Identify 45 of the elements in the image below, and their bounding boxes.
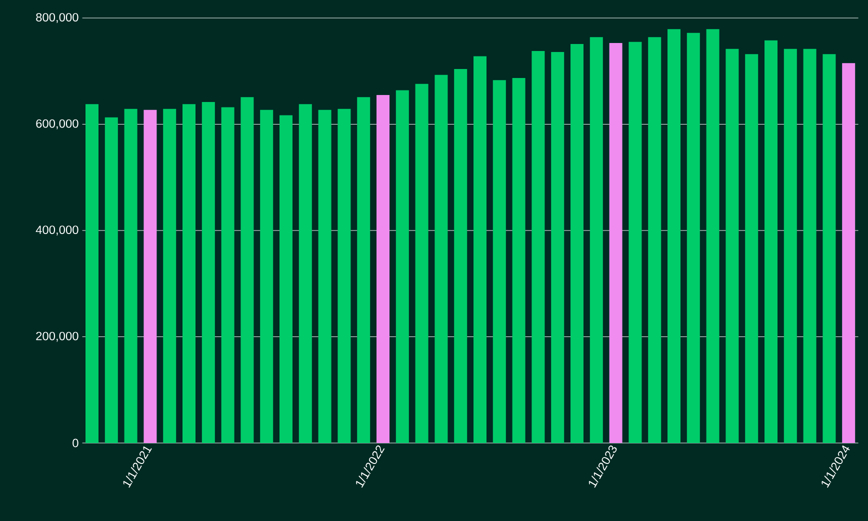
bar xyxy=(745,54,758,443)
bar xyxy=(570,44,584,443)
bar xyxy=(280,115,292,443)
bar xyxy=(706,29,720,443)
bar xyxy=(318,110,332,443)
bar xyxy=(163,108,176,443)
bar xyxy=(202,102,215,443)
bar xyxy=(240,97,254,443)
bar xyxy=(628,42,642,443)
bar xyxy=(784,48,797,443)
bar xyxy=(338,108,351,443)
bar xyxy=(668,29,681,443)
bar xyxy=(298,104,312,443)
bar xyxy=(648,37,662,443)
bar xyxy=(144,110,157,443)
bar xyxy=(512,78,526,443)
bar xyxy=(104,117,118,443)
bar xyxy=(182,104,196,443)
bar xyxy=(609,42,622,443)
y-tick-label: 800,000 xyxy=(36,13,78,23)
bar xyxy=(474,56,487,443)
bar xyxy=(415,84,428,443)
bar xyxy=(221,107,234,443)
y-tick-label: 200,000 xyxy=(36,332,78,342)
bar xyxy=(86,104,98,443)
bar xyxy=(686,32,700,443)
bar xyxy=(842,63,856,443)
y-tick-label: 400,000 xyxy=(36,226,78,236)
bar xyxy=(357,97,370,443)
bar xyxy=(260,110,274,443)
bar xyxy=(376,95,390,443)
bar xyxy=(434,74,448,443)
y-tick-label: 600,000 xyxy=(36,119,78,130)
bar xyxy=(822,54,836,443)
bar xyxy=(492,80,506,443)
bar xyxy=(590,37,603,443)
bar xyxy=(764,40,778,443)
y-tick-label: 0 xyxy=(72,438,78,448)
bar xyxy=(124,108,138,443)
bar xyxy=(803,48,816,443)
bar xyxy=(532,50,545,443)
bar xyxy=(551,52,564,443)
bar xyxy=(454,69,468,443)
bar xyxy=(396,90,409,443)
bar xyxy=(726,48,739,443)
